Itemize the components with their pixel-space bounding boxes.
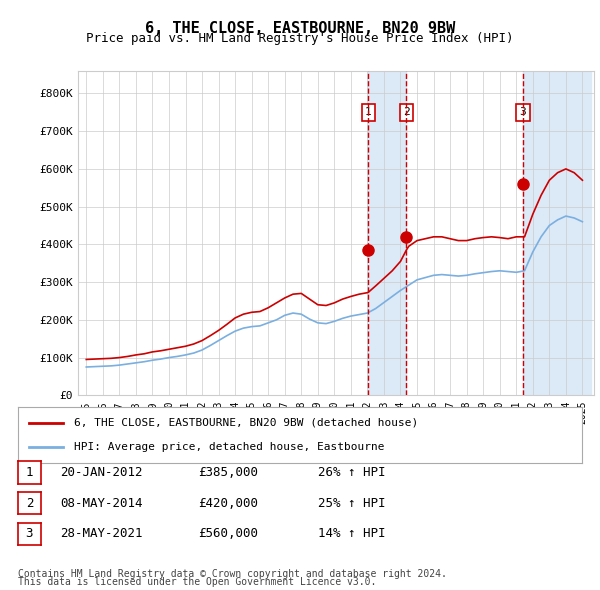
Text: This data is licensed under the Open Government Licence v3.0.: This data is licensed under the Open Gov… — [18, 577, 376, 587]
Text: 08-MAY-2014: 08-MAY-2014 — [60, 497, 143, 510]
Text: 20-JAN-2012: 20-JAN-2012 — [60, 466, 143, 479]
Text: 1: 1 — [26, 466, 33, 479]
Bar — [523, 71, 590, 395]
Text: £385,000: £385,000 — [198, 466, 258, 479]
Text: 1: 1 — [365, 107, 372, 117]
Text: 6, THE CLOSE, EASTBOURNE, BN20 9BW: 6, THE CLOSE, EASTBOURNE, BN20 9BW — [145, 21, 455, 35]
Text: Contains HM Land Registry data © Crown copyright and database right 2024.: Contains HM Land Registry data © Crown c… — [18, 569, 447, 579]
Text: Price paid vs. HM Land Registry's House Price Index (HPI): Price paid vs. HM Land Registry's House … — [86, 32, 514, 45]
Text: 2: 2 — [403, 107, 410, 117]
Text: £420,000: £420,000 — [198, 497, 258, 510]
Text: £560,000: £560,000 — [198, 527, 258, 540]
Text: 6, THE CLOSE, EASTBOURNE, BN20 9BW (detached house): 6, THE CLOSE, EASTBOURNE, BN20 9BW (deta… — [74, 418, 419, 428]
Text: 3: 3 — [26, 527, 33, 540]
Text: 14% ↑ HPI: 14% ↑ HPI — [318, 527, 386, 540]
Text: HPI: Average price, detached house, Eastbourne: HPI: Average price, detached house, East… — [74, 442, 385, 453]
Text: 26% ↑ HPI: 26% ↑ HPI — [318, 466, 386, 479]
Text: 25% ↑ HPI: 25% ↑ HPI — [318, 497, 386, 510]
Text: 2: 2 — [26, 497, 33, 510]
Bar — [368, 71, 406, 395]
Text: 3: 3 — [520, 107, 526, 117]
Text: 28-MAY-2021: 28-MAY-2021 — [60, 527, 143, 540]
